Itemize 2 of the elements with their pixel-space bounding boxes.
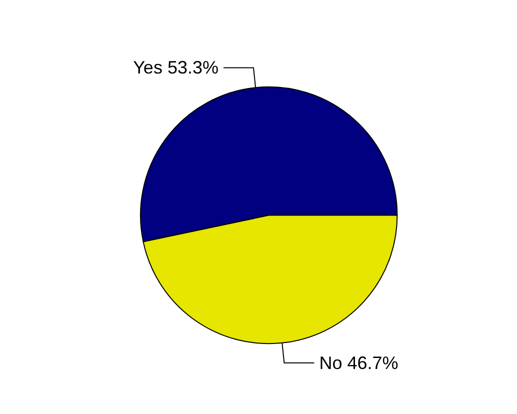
slice-label: Yes 53.3% [133, 58, 218, 78]
slice-label: No 46.7% [319, 352, 398, 373]
